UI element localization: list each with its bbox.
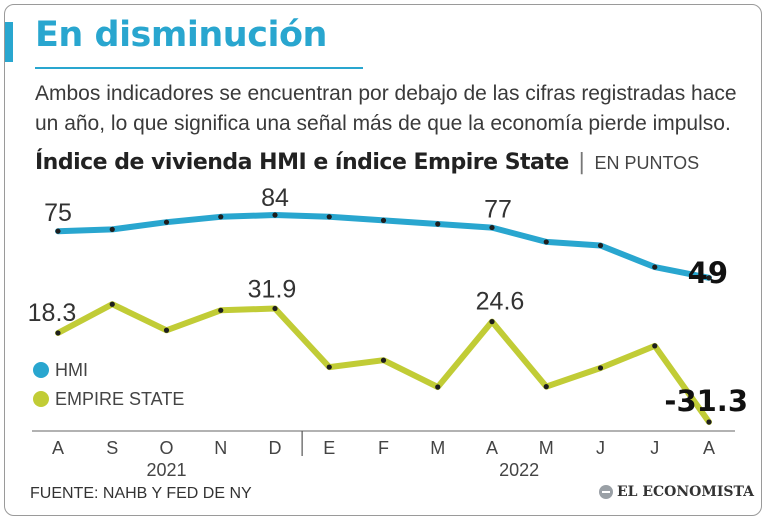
empire-data-point [218, 307, 224, 313]
legend-hmi-swatch [33, 362, 49, 378]
hmi-data-point [597, 242, 604, 249]
hmi-data-point [706, 275, 712, 281]
empire-data-label: 24.6 [476, 288, 525, 316]
title-accent-bar [5, 22, 13, 62]
subtitle: Ambos indicadores se encuentran por deba… [35, 82, 737, 135]
hmi-data-point [272, 212, 278, 218]
empire-data-point [435, 384, 441, 390]
empire-data-point [55, 330, 61, 336]
year-label: 2021 [146, 460, 186, 480]
empire-data-point [652, 343, 658, 349]
hmi-data-point [326, 214, 332, 220]
x-tick-label: O [159, 438, 173, 458]
hmi-data-point [435, 221, 441, 227]
empire-data-point [706, 419, 712, 425]
logo-text: EL ECONOMISTA [616, 484, 754, 500]
empire-data-point [163, 327, 170, 333]
x-tick-label: N [214, 438, 227, 458]
empire-data-point [543, 384, 549, 390]
hmi-data-point [543, 239, 549, 245]
hmi-data-point [109, 226, 115, 232]
hmi-data-point [218, 214, 224, 220]
year-label: 2022 [499, 460, 539, 480]
x-tick-label: M [539, 438, 554, 458]
x-tick-label: M [430, 438, 445, 458]
x-tick-label: A [52, 438, 64, 458]
brand-logo: EL ECONOMISTA [598, 484, 754, 500]
hmi-data-label: 77 [484, 196, 512, 224]
legend-empire-label: EMPIRE STATE [55, 389, 184, 409]
hmi-data-point [380, 217, 387, 223]
hmi-data-label: 49 [688, 256, 728, 290]
hmi-data-label: 84 [261, 184, 289, 212]
x-tick-label: D [269, 438, 282, 458]
source-note: FUENTE: NAHB Y FED DE NY [30, 485, 252, 502]
empire-data-point [272, 305, 278, 312]
empire-data-point [597, 365, 604, 371]
x-tick-label: J [650, 438, 659, 458]
empire-data-point [109, 301, 115, 307]
hmi-data-point [55, 228, 61, 234]
chart-title: Índice de vivienda HMI e índice Empire S… [35, 150, 569, 175]
legend-hmi-label: HMI [55, 360, 88, 380]
empire-data-point [489, 319, 495, 325]
empire-data-point [380, 357, 387, 363]
x-tick-label: E [323, 438, 335, 458]
empire-data-point [326, 364, 332, 370]
chart-title-block: Índice de vivienda HMI e índice Empire S… [35, 150, 699, 175]
hmi-data-label: 75 [44, 199, 72, 227]
legend-empire-swatch [33, 391, 49, 407]
logo-icon [598, 485, 613, 499]
hmi-data-point [652, 264, 658, 270]
empire-data-label: 31.9 [248, 276, 297, 304]
title-underline [35, 67, 363, 69]
chart-title-separator: | [577, 150, 586, 175]
hmi-data-point [489, 224, 495, 231]
x-tick-label: A [486, 438, 498, 458]
chart-unit: EN PUNTOS [594, 153, 700, 173]
empire-data-label: 18.3 [28, 299, 77, 327]
hmi-series-line [55, 212, 712, 281]
x-tick-label: J [596, 438, 605, 458]
x-tick-label: S [106, 438, 118, 458]
x-tick-label: F [378, 438, 389, 458]
page-title: En disminución [35, 15, 327, 55]
hmi-data-point [163, 219, 170, 225]
x-tick-label: A [703, 438, 715, 458]
empire-data-label: -31.3 [664, 384, 748, 418]
